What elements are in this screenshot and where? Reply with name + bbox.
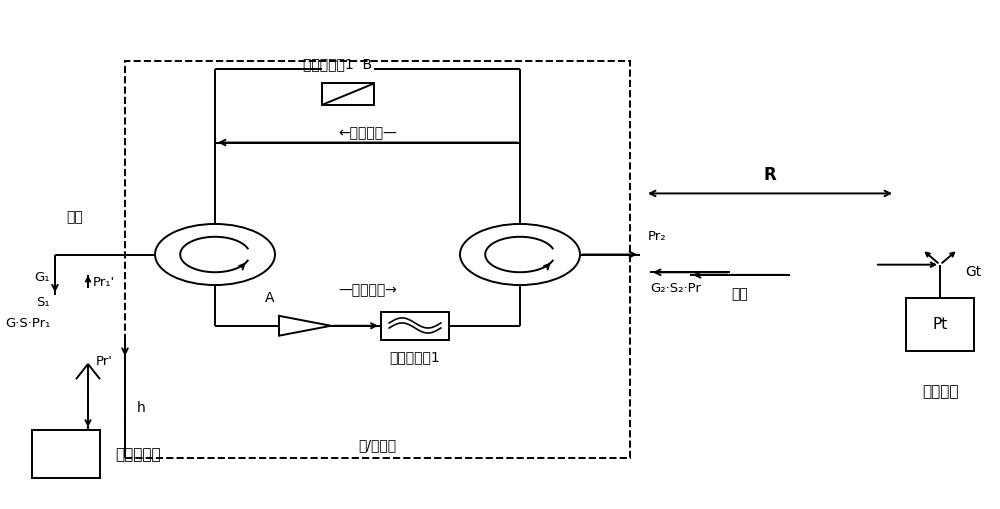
Text: Pr₂: Pr₂ xyxy=(648,230,667,243)
Text: A: A xyxy=(264,291,274,305)
Circle shape xyxy=(460,224,580,285)
Text: —发射通道→: —发射通道→ xyxy=(338,283,397,297)
Text: G₂·S₂·Pr: G₂·S₂·Pr xyxy=(650,282,701,296)
Text: 信号: 信号 xyxy=(732,288,748,302)
Text: Pt: Pt xyxy=(932,317,948,332)
Text: R: R xyxy=(764,166,776,184)
Circle shape xyxy=(155,224,275,285)
Text: Pr': Pr' xyxy=(96,355,113,368)
Text: G·S·Pr₁: G·S·Pr₁ xyxy=(5,317,50,330)
Text: S₁: S₁ xyxy=(36,296,50,309)
Bar xyxy=(32,430,100,478)
Bar xyxy=(381,312,449,340)
Bar xyxy=(125,61,630,458)
Text: 信号模拟器: 信号模拟器 xyxy=(115,447,161,462)
Text: Gt: Gt xyxy=(965,265,981,279)
Text: h: h xyxy=(137,402,146,415)
Text: G₁: G₁ xyxy=(34,271,50,284)
Text: 信号: 信号 xyxy=(67,210,83,224)
Bar xyxy=(322,83,374,105)
Text: ←接收通道—: ←接收通道— xyxy=(338,126,397,140)
Text: 带通滤波器1: 带通滤波器1 xyxy=(390,350,440,364)
Text: 可调衰减器1  B: 可调衰减器1 B xyxy=(303,56,373,71)
Bar xyxy=(906,298,974,351)
Text: 被测设备: 被测设备 xyxy=(922,384,958,399)
Text: 收/发模块: 收/发模块 xyxy=(358,438,397,452)
Text: Pr₁': Pr₁' xyxy=(93,276,115,289)
